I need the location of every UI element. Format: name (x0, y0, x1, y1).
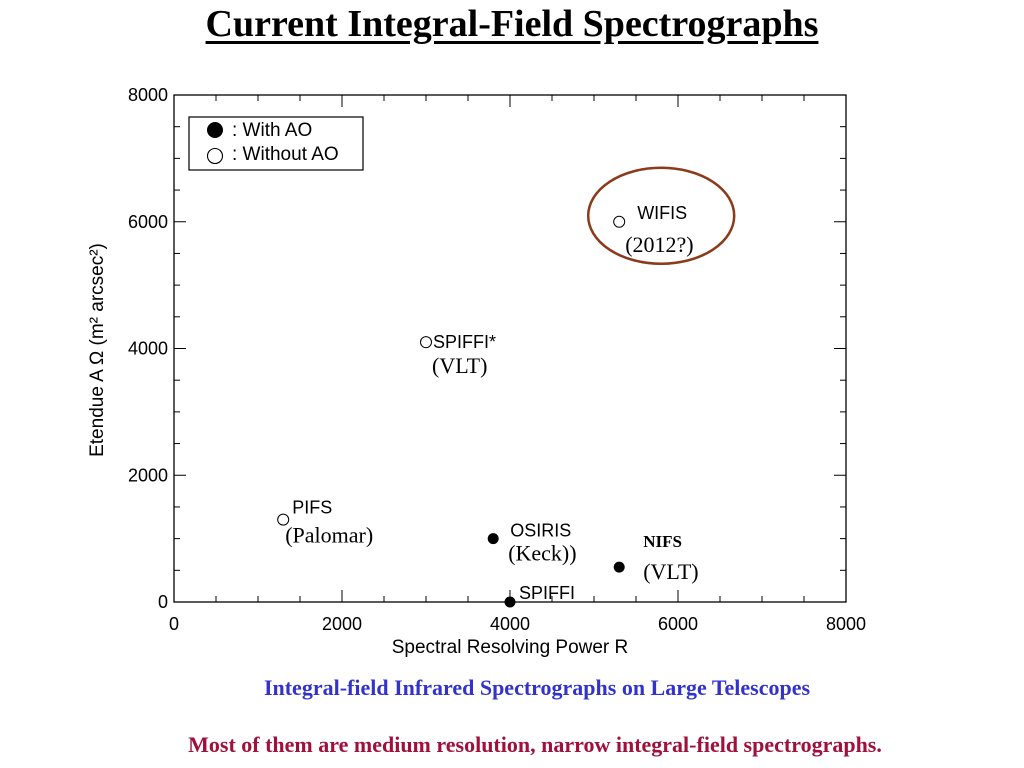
legend-entry-label: : With AO (232, 120, 312, 141)
x-tick-label: 4000 (490, 614, 530, 634)
y-tick-label: 8000 (128, 85, 168, 105)
x-axis-label: Spectral Resolving Power R (392, 637, 629, 658)
y-tick-label: 4000 (128, 339, 168, 359)
telescope-label-wifis: (2012?) (625, 232, 693, 257)
chart-subtitle: Integral-field Infrared Spectrographs on… (263, 675, 811, 700)
data-points: PIFS(Palomar)SPIFFI*(VLT)WIFIS(2012?)OSI… (277, 203, 699, 608)
y-tick-label: 0 (158, 592, 168, 612)
legend-marker-open (206, 147, 224, 165)
point-pifs-without-ao (277, 513, 290, 526)
legend: : With AO : Without AO (188, 116, 364, 171)
point-label-osiris: OSIRIS (510, 521, 571, 541)
page-title: Current Integral-Field Spectrographs (205, 3, 819, 45)
point-label-spiffi: SPIFFI (519, 583, 575, 603)
axis-ticks (173, 94, 847, 603)
point-wifis-without-ao (613, 215, 626, 228)
caption: Most of them are medium resolution, narr… (188, 732, 882, 757)
telescope-label-osiris: (Keck)) (508, 541, 576, 566)
legend-entry-label: : Without AO (232, 144, 339, 165)
point-spiffi-with-ao (504, 596, 516, 608)
x-tick-label: 0 (169, 614, 179, 634)
point-spiffi-without-ao (420, 336, 432, 349)
wifis-highlight-ellipse (586, 166, 736, 265)
point-label-nifs: NIFS (643, 532, 682, 551)
y-axis-label: Etendue A Ω (m² arcsec²) (87, 243, 108, 457)
point-label-spiffi: SPIFFI* (433, 332, 496, 352)
telescope-label-spiffi: (VLT) (432, 353, 487, 378)
telescope-label-pifs: (Palomar) (285, 523, 373, 548)
highlight-ellipse (586, 166, 736, 265)
telescope-label-nifs: (VLT) (643, 559, 698, 584)
point-osiris-with-ao (487, 533, 499, 545)
point-nifs-with-ao (613, 561, 625, 573)
tick-labels: 0 2000 4000 6000 8000 0 2000 4000 6000 8000 (128, 85, 866, 634)
y-tick-label: 2000 (128, 465, 168, 485)
x-tick-label: 8000 (826, 614, 866, 634)
point-label-wifis: WIFIS (637, 203, 687, 223)
x-tick-label: 6000 (658, 614, 698, 634)
point-label-pifs: PIFS (292, 498, 332, 518)
x-tick-label: 2000 (322, 614, 362, 634)
y-tick-label: 6000 (128, 212, 168, 232)
legend-marker-filled (207, 122, 223, 138)
